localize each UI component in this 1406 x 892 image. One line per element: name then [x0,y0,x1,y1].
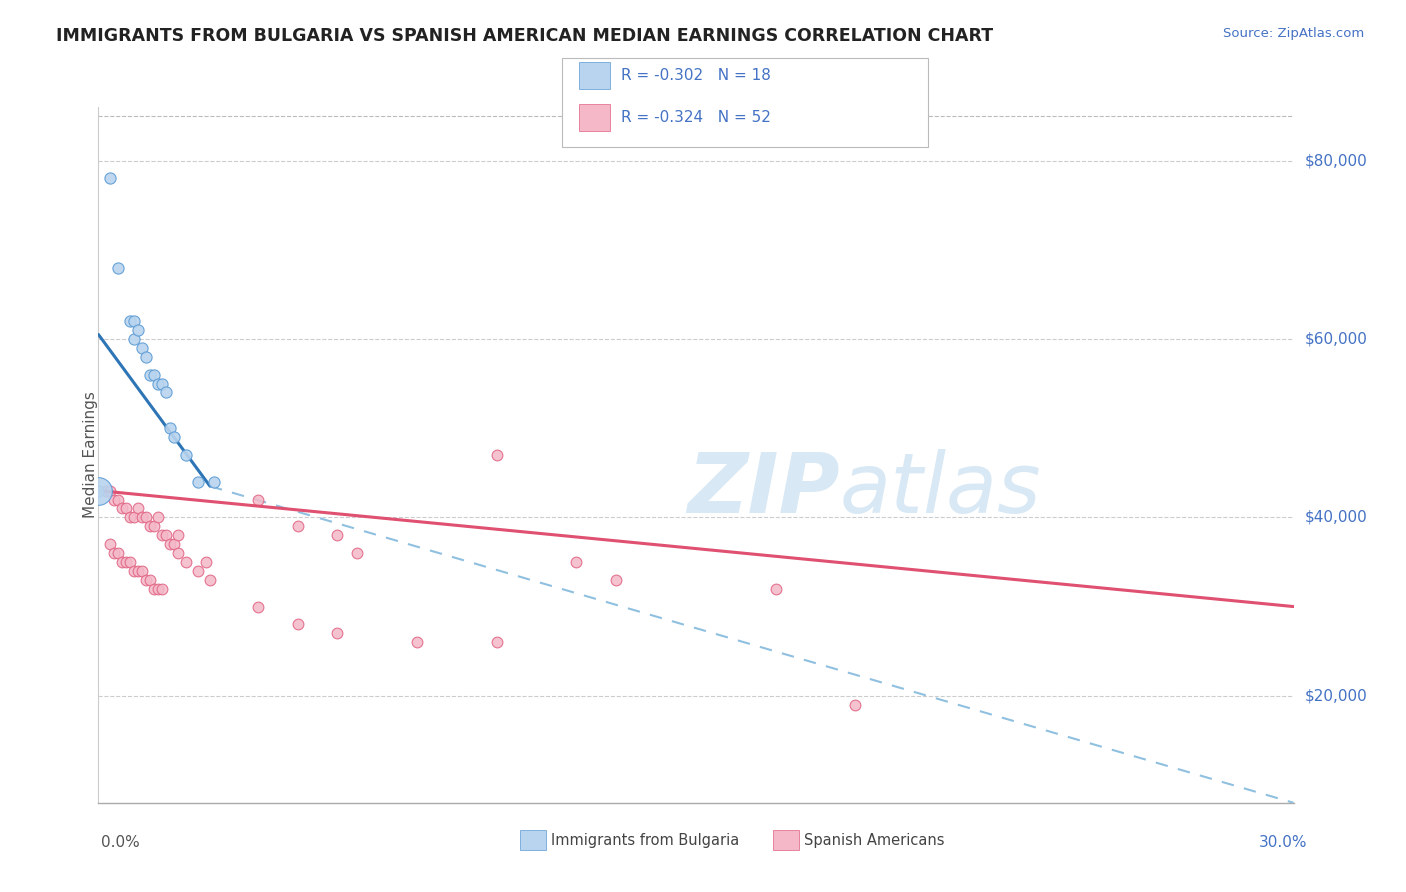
Point [844,698,866,712]
Point [131,341,153,355]
Point [194,555,218,569]
Text: atlas: atlas [839,450,1040,530]
Point [159,537,181,551]
Point [103,492,125,507]
Point [148,510,170,524]
Point [96,483,118,498]
Text: ZIP: ZIP [686,450,839,530]
Point [124,510,146,524]
Point [124,314,146,328]
Point [124,564,146,578]
Point [127,323,149,337]
Point [131,564,153,578]
Point [111,555,134,569]
Text: $20,000: $20,000 [1305,689,1368,703]
Point [246,599,269,614]
Text: $40,000: $40,000 [1305,510,1368,524]
Text: $80,000: $80,000 [1305,153,1368,168]
Text: $60,000: $60,000 [1305,332,1368,346]
Point [111,501,134,516]
Point [87,483,110,498]
Point [98,483,122,498]
Point [326,528,349,542]
Text: IMMIGRANTS FROM BULGARIA VS SPANISH AMERICAN MEDIAN EARNINGS CORRELATION CHART: IMMIGRANTS FROM BULGARIA VS SPANISH AMER… [56,27,994,45]
Point [174,555,197,569]
Point [159,421,181,435]
Point [148,376,170,391]
Point [139,368,162,382]
Point [406,635,429,649]
Point [143,582,166,596]
Point [120,555,142,569]
Point [167,528,190,542]
Point [565,555,588,569]
Point [605,573,627,587]
Point [98,537,122,551]
Point [150,582,173,596]
Point [187,564,209,578]
Point [127,501,149,516]
Point [107,260,129,275]
Point [346,546,368,560]
Point [143,368,166,382]
Point [246,492,269,507]
Y-axis label: Median Earnings: Median Earnings [83,392,97,518]
Text: 0.0%: 0.0% [101,836,141,850]
Point [765,582,787,596]
Text: Immigrants from Bulgaria: Immigrants from Bulgaria [551,833,740,847]
Point [485,448,508,462]
Point [98,171,122,186]
Point [326,626,349,640]
Point [148,582,170,596]
Point [135,573,157,587]
Point [120,314,142,328]
Point [163,430,186,444]
Point [150,376,173,391]
Point [115,555,138,569]
Point [107,546,129,560]
Point [174,448,197,462]
Point [135,510,157,524]
Point [143,519,166,533]
Text: R = -0.324   N = 52: R = -0.324 N = 52 [621,111,772,125]
Point [163,537,186,551]
Point [155,385,177,400]
Point [103,546,125,560]
Point [150,528,173,542]
Point [124,332,146,346]
Point [107,492,129,507]
Point [202,475,225,489]
Text: Spanish Americans: Spanish Americans [804,833,945,847]
Text: 30.0%: 30.0% [1260,836,1308,850]
Point [155,528,177,542]
Point [198,573,221,587]
Point [127,564,149,578]
Point [187,475,209,489]
Point [139,573,162,587]
Point [135,350,157,364]
Point [485,635,508,649]
Point [287,519,309,533]
Point [131,510,153,524]
Point [120,510,142,524]
Point [87,483,110,498]
Point [115,501,138,516]
Point [167,546,190,560]
Point [287,617,309,632]
Point [139,519,162,533]
Text: Source: ZipAtlas.com: Source: ZipAtlas.com [1223,27,1364,40]
Text: R = -0.302   N = 18: R = -0.302 N = 18 [621,69,772,83]
